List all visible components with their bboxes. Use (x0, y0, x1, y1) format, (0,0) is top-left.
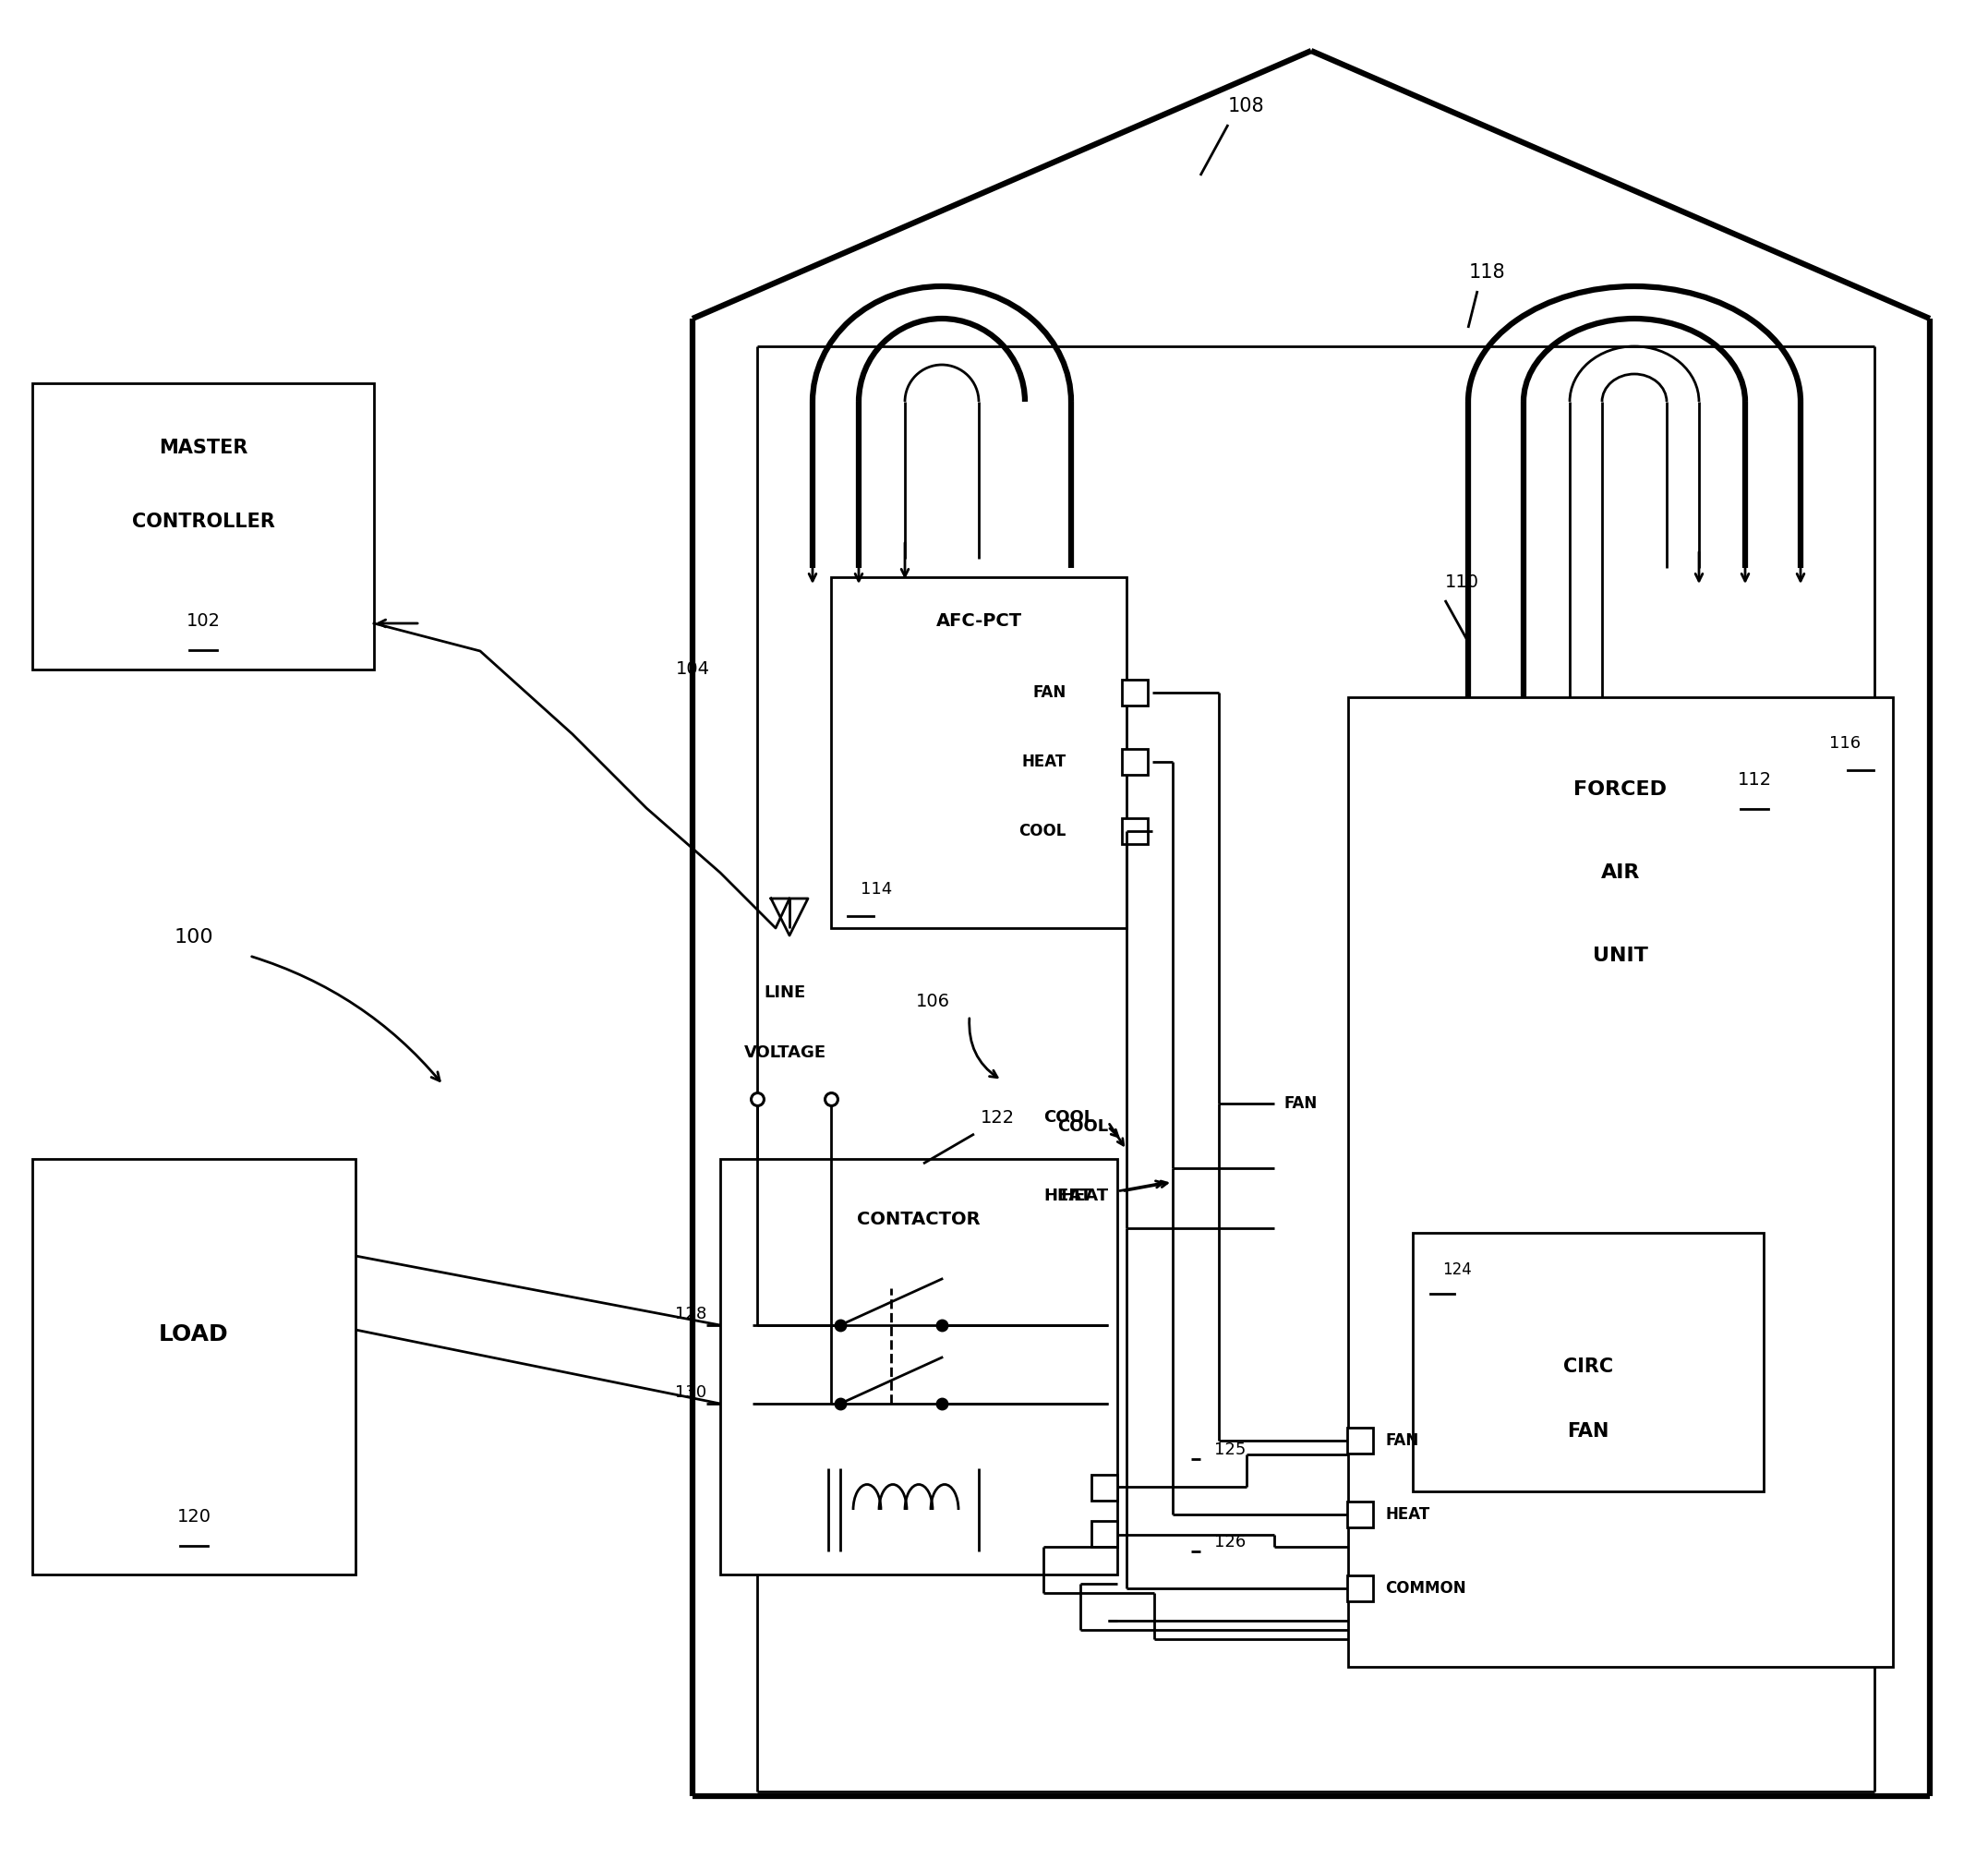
Text: 130: 130 (674, 1384, 706, 1401)
Text: COOL: COOL (1044, 1109, 1093, 1126)
Bar (1413, 1232, 1763, 1492)
Text: AIR: AIR (1600, 864, 1640, 883)
Bar (32, 383, 374, 669)
Text: CIRC: CIRC (1563, 1358, 1612, 1376)
Text: 120: 120 (177, 1509, 211, 1526)
Bar (32, 1159, 356, 1575)
Bar (1348, 1427, 1374, 1453)
Text: CONTACTOR: CONTACTOR (857, 1210, 980, 1229)
Text: HEAT: HEAT (1044, 1187, 1091, 1204)
Bar (1091, 1520, 1117, 1546)
Text: LOAD: LOAD (159, 1324, 229, 1346)
Text: FORCED: FORCED (1574, 780, 1668, 798)
Text: 110: 110 (1445, 572, 1479, 591)
Bar (1348, 698, 1893, 1666)
Bar (1121, 748, 1147, 774)
Bar (831, 578, 1127, 928)
Text: FAN: FAN (1567, 1421, 1608, 1440)
Text: LINE: LINE (763, 984, 805, 1000)
Text: FAN: FAN (1284, 1096, 1316, 1113)
Text: VOLTAGE: VOLTAGE (744, 1045, 825, 1060)
Bar (1091, 1475, 1117, 1500)
Text: 118: 118 (1469, 264, 1505, 282)
Text: 122: 122 (980, 1109, 1014, 1126)
Bar (720, 1159, 1117, 1575)
Text: COOL: COOL (1020, 823, 1066, 840)
Text: 100: 100 (175, 928, 213, 946)
Text: 125: 125 (1215, 1442, 1246, 1459)
Text: HEAT: HEAT (1060, 1187, 1107, 1204)
Text: 102: 102 (187, 613, 221, 630)
Bar (1121, 679, 1147, 705)
Bar (1348, 1575, 1374, 1601)
Text: MASTER: MASTER (159, 439, 248, 456)
Text: 112: 112 (1738, 772, 1771, 789)
Text: 106: 106 (916, 993, 950, 1010)
Text: UNIT: UNIT (1592, 946, 1648, 965)
Text: FAN: FAN (1034, 684, 1066, 701)
Text: COOL: COOL (1058, 1118, 1107, 1135)
Text: COMMON: COMMON (1386, 1580, 1465, 1597)
Bar (1348, 1502, 1374, 1528)
Text: 104: 104 (676, 660, 710, 679)
Text: AFC-PCT: AFC-PCT (936, 613, 1022, 630)
Text: HEAT: HEAT (1386, 1505, 1429, 1522)
Text: CONTROLLER: CONTROLLER (131, 512, 274, 531)
Bar (1121, 819, 1147, 843)
Text: FAN: FAN (1386, 1432, 1419, 1449)
Text: 126: 126 (1215, 1533, 1246, 1550)
Text: 124: 124 (1441, 1262, 1471, 1277)
Text: HEAT: HEAT (1022, 754, 1066, 770)
Text: 114: 114 (861, 881, 893, 898)
Text: 128: 128 (674, 1305, 706, 1322)
Text: 108: 108 (1229, 97, 1264, 116)
Text: 116: 116 (1829, 735, 1861, 752)
